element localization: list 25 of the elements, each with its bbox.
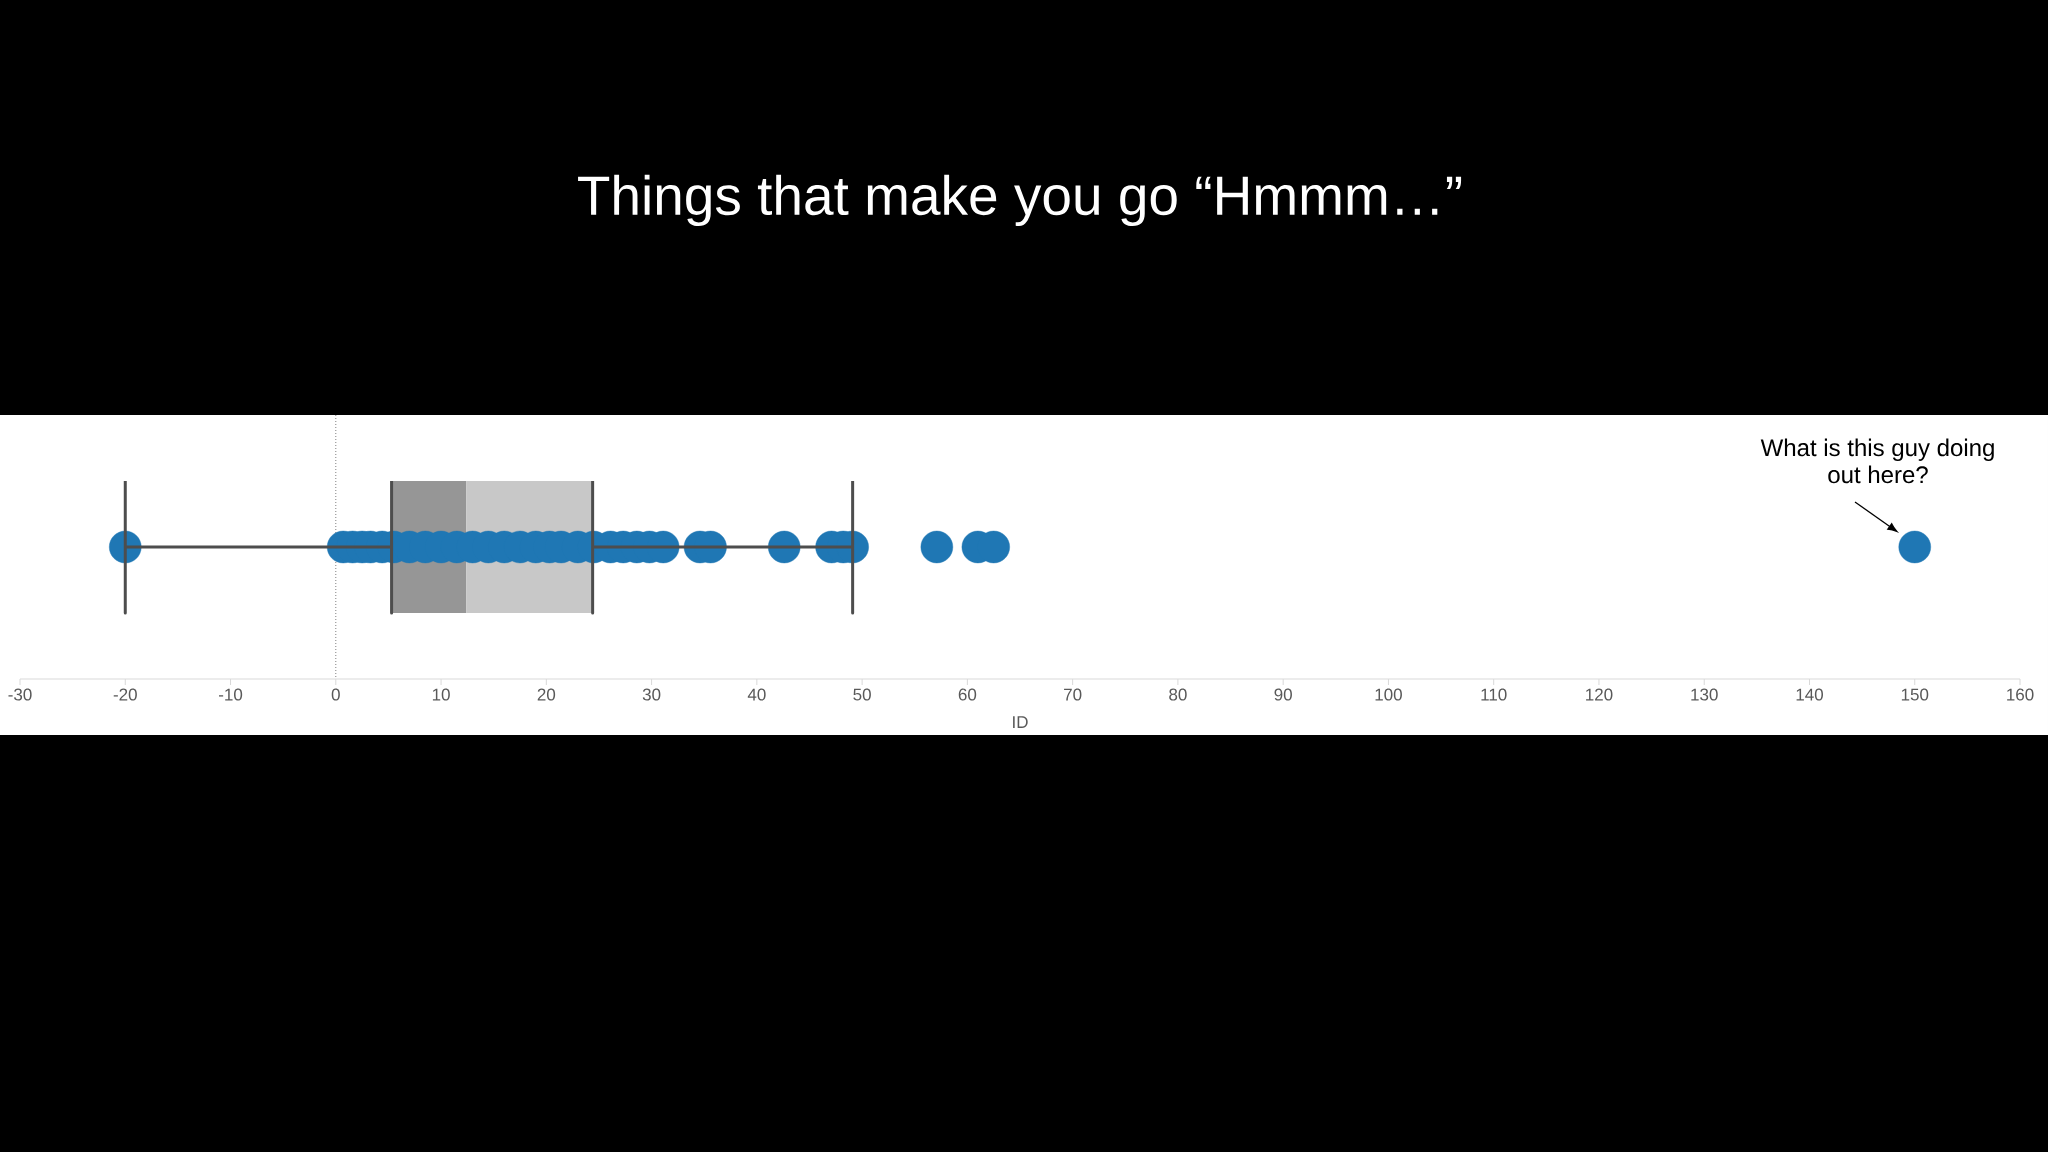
x-tick-label: 110 xyxy=(1481,688,1507,701)
x-tick-label: 80 xyxy=(1169,688,1187,701)
x-tick-label: 90 xyxy=(1274,688,1292,701)
x-tick-label: -20 xyxy=(113,688,137,701)
x-axis-title: ID xyxy=(1013,716,1028,728)
point xyxy=(1898,530,1931,564)
x-tick-label: 30 xyxy=(642,688,661,701)
x-tick-label: 10 xyxy=(432,688,450,701)
x-tick-label: 150 xyxy=(1901,688,1929,701)
x-tick-label: 50 xyxy=(853,688,871,701)
x-tick-label: 120 xyxy=(1586,688,1613,701)
x-tick-label: 40 xyxy=(747,688,766,701)
x-tick-label: 60 xyxy=(958,688,977,701)
x-tick-label: 100 xyxy=(1375,688,1402,701)
x-tick-label: 70 xyxy=(1064,688,1082,701)
x-tick-label: 0 xyxy=(331,688,340,701)
point xyxy=(920,530,954,564)
x-tick-label: 140 xyxy=(1796,688,1824,701)
x-tick-label: -30 xyxy=(8,688,32,701)
x-tick-label: 20 xyxy=(537,688,556,701)
x-tick-label: 130 xyxy=(1691,688,1718,701)
x-tick-label: 160 xyxy=(2007,688,2034,701)
annotation: What is this guy doing out here? xyxy=(1760,438,1994,484)
chart-title: Things that make you go “Hmmm…” xyxy=(578,174,1462,227)
x-tick-label: -10 xyxy=(219,688,243,701)
